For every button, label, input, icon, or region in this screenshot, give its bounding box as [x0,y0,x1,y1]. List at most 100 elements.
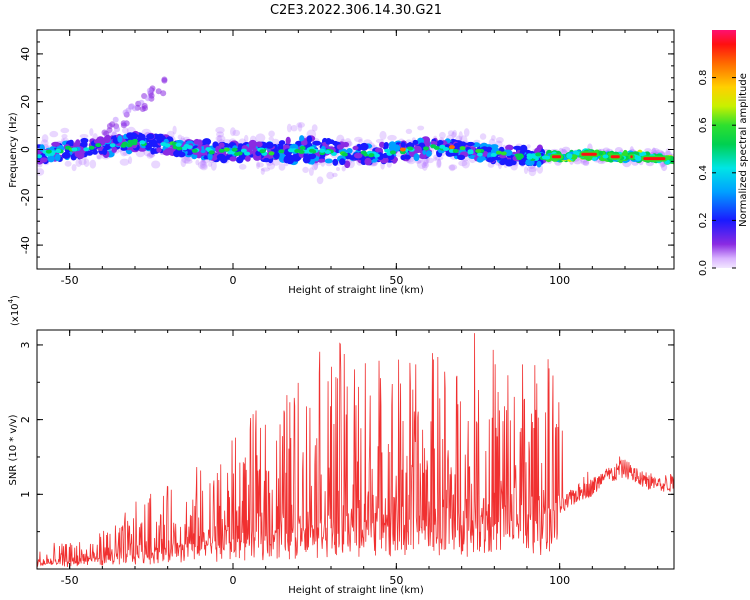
spectrogram-cell [240,148,247,153]
spectrogram-cell [412,139,419,145]
spectrogram-cell [71,147,78,152]
spectrogram-cell [665,148,671,157]
spectrogram-cell [175,142,182,147]
spectrogram-cell [266,162,276,170]
spectrogram-cell [156,147,162,153]
snr-ticks: -50 0 50 100 1 2 3 [19,330,674,587]
spectrogram-cell [156,136,163,144]
spectrogram-cell [479,133,487,140]
spectrogram-cell [324,158,333,164]
spectrogram-cell [433,145,440,150]
spectrogram-cell [490,152,497,157]
spectrogram-cell [278,163,286,171]
spectrogram-cell [437,140,444,145]
spectrogram-cell [319,148,326,153]
spectrogram-cell [413,153,420,162]
spectrogram-cell [141,102,148,109]
spectrogram-cell [122,127,129,134]
spectrogram-cell [433,154,438,162]
spectrogram-cell [162,149,172,156]
spectrogram-cell [458,131,463,141]
svg-text:(x104): (x104) [7,295,21,326]
chart-title: C2E3.2022.306.14.30.G21 [270,3,442,18]
spectrogram-cell [459,146,466,151]
spectrogram-cell [55,149,62,153]
spectrogram-cell [439,131,446,139]
spectrogram-cell [317,158,326,163]
spectrogram-cell [297,122,303,132]
spectrogram-cell [173,150,181,158]
spectrogram-cell [256,161,260,169]
spectrogram-cell [112,116,119,123]
spectrogram-cell [399,147,406,152]
spectrogram-cell [172,125,177,135]
spectrogram-cell [326,171,335,180]
spectrogram-cell [434,156,444,161]
spectrogram-cell [308,148,315,153]
spectrogram-cell [312,140,321,146]
spectrogram-cell [476,152,483,157]
spectrogram-cell [238,163,247,170]
spectrogram-cell [79,134,89,139]
spectrogram-cell [177,134,183,140]
spectrogram-cell [602,154,609,159]
spectrogram-cell [148,92,155,99]
spectrogram-cell [527,166,538,173]
spectrogram-cell [439,144,446,149]
spectrogram-cell [561,146,571,153]
spectrogram-cell [199,159,207,169]
spectrogram-cell [193,138,201,145]
snr-marks [37,333,674,568]
spectrogram-cell [71,164,77,172]
spectrogram-cell [405,128,413,134]
spectrogram-cell [271,138,280,145]
spectrogram-cell [248,139,257,148]
spectrogram-cell [119,158,130,166]
spectrogram-cell [183,159,193,164]
spectrogram-cell [122,109,129,116]
spectrogram-cell [64,160,72,167]
spectrogram-cell [541,155,548,160]
spectrogram-cell [285,136,291,145]
spectrogram-cell [260,167,271,172]
spectrogram-cell [491,135,496,141]
spectrogram-cell [496,150,502,155]
spectrogram-cell [359,142,369,151]
spectrogram-cell [208,150,215,155]
spectrogram-cell [311,124,318,132]
spectrogram-cell [416,160,427,169]
spectrogram-cell [373,153,380,158]
spectrogram-xlabel: Height of straight line (km) [288,285,424,296]
spectrogram-cell [83,147,90,152]
spectrogram-cell [102,147,108,156]
spectrogram-cell [244,151,251,156]
spectrogram-cell [200,163,208,171]
spectrogram-cell [341,152,348,157]
spectrogram-cell [364,157,372,166]
spectrogram-cell [160,142,167,147]
spectrogram-cell [510,159,517,166]
spectrogram-cell [216,153,226,161]
spectrogram-cell [106,123,113,129]
spectrogram-cell [630,155,633,159]
spectrogram-cell [423,146,429,151]
spectrogram-cell [407,146,414,151]
spectrogram-cell [191,148,198,153]
spectrogram-cell [566,153,573,158]
spectrogram-cell [393,144,399,152]
spectrogram-cell [61,134,68,139]
spectrogram-cell [61,151,71,159]
spectrogram-cell [127,139,134,144]
spectrogram-xtick-label: 100 [549,274,570,287]
spectrogram-cell [635,156,642,161]
spectrogram-cell [513,145,522,150]
spectrogram-cell [500,151,507,156]
spectrogram-cell [268,136,274,141]
spectrogram-ytick-label: 20 [19,95,32,109]
spectrogram-cell [358,139,363,144]
spectrogram-cell [103,135,111,144]
spectrogram-cell [643,157,666,161]
spectrogram-ticks: -50 0 50 100 -40 -20 0 20 40 [19,29,674,287]
spectrogram-cell [101,129,108,136]
spectrogram-ytick-label: 0 [19,146,32,153]
